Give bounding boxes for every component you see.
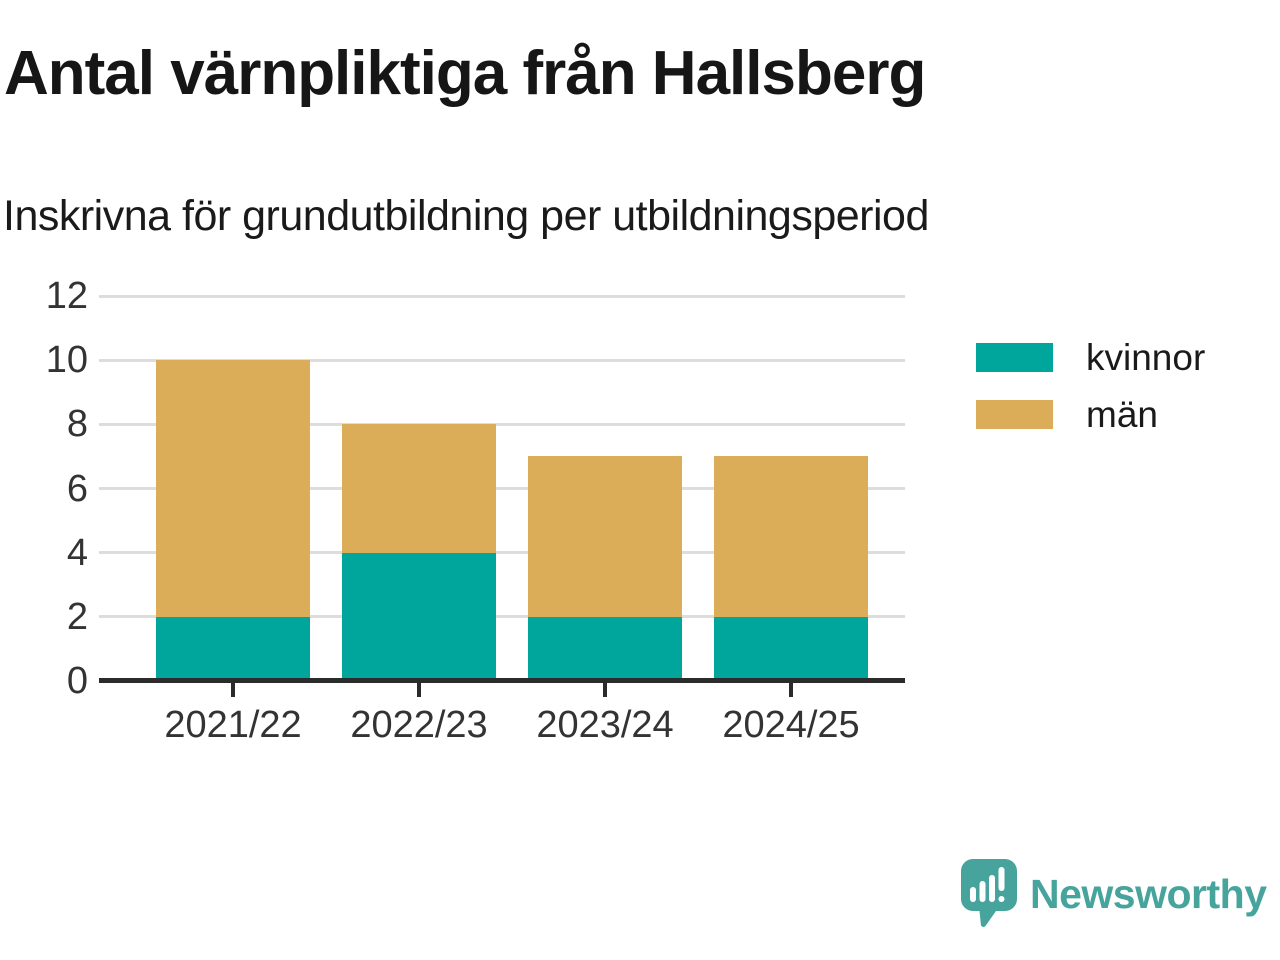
chart-subtitle: Inskrivna för grundutbildning per utbild… — [3, 192, 929, 240]
gridline-4 — [99, 551, 905, 555]
y-axis-label-2: 2 — [66, 595, 88, 638]
bar-2024/25-kvinnor — [714, 616, 868, 681]
bar-2022/23-män — [342, 424, 496, 553]
y-axis-label-10: 10 — [45, 339, 88, 382]
x-axis-label-2023/24: 2023/24 — [536, 704, 674, 746]
x-tick-2023/24 — [603, 683, 607, 697]
legend-label-kvinnor: kvinnor — [1086, 337, 1206, 378]
x-tick-2021/22 — [231, 683, 235, 697]
gridline-6 — [99, 487, 905, 490]
legend-swatch-män — [976, 400, 1053, 429]
y-axis-label-8: 8 — [66, 403, 88, 446]
x-tick-2022/23 — [417, 683, 421, 697]
x-tick-2024/25 — [789, 683, 793, 697]
bar-2023/24-män — [528, 456, 682, 617]
bar-2021/22-kvinnor — [156, 616, 310, 681]
gridline-2 — [99, 615, 905, 619]
newsworthy-branding: Newsworthy — [961, 858, 1280, 930]
bar-2023/24-kvinnor — [528, 616, 682, 681]
legend-label-män: män — [1086, 394, 1158, 435]
y-axis-label-4: 4 — [66, 531, 88, 574]
x-axis-label-2024/25: 2024/25 — [722, 704, 860, 746]
legend-item-kvinnor: kvinnor — [976, 339, 1205, 376]
bar-2024/25-män — [714, 456, 868, 617]
gridline-10 — [99, 358, 905, 362]
gridline-8 — [99, 422, 905, 426]
x-axis-line — [99, 678, 905, 683]
y-axis-label-0: 0 — [66, 660, 88, 702]
gridline-12 — [99, 294, 905, 298]
bar-2022/23-kvinnor — [342, 552, 496, 681]
legend-swatch-kvinnor — [976, 343, 1053, 372]
x-axis-label-2021/22: 2021/22 — [164, 704, 302, 746]
y-axis-label-6: 6 — [66, 467, 88, 510]
newsworthy-logo-text: Newsworthy — [1030, 870, 1267, 917]
newsworthy-logo-icon — [961, 859, 1017, 927]
x-axis-label-2022/23: 2022/23 — [350, 704, 488, 746]
y-axis-label-12: 12 — [45, 275, 88, 317]
legend-item-män: män — [976, 396, 1158, 433]
bar-2021/22-män — [156, 360, 310, 617]
chart-title: Antal värnpliktiga från Hallsberg — [4, 39, 926, 108]
